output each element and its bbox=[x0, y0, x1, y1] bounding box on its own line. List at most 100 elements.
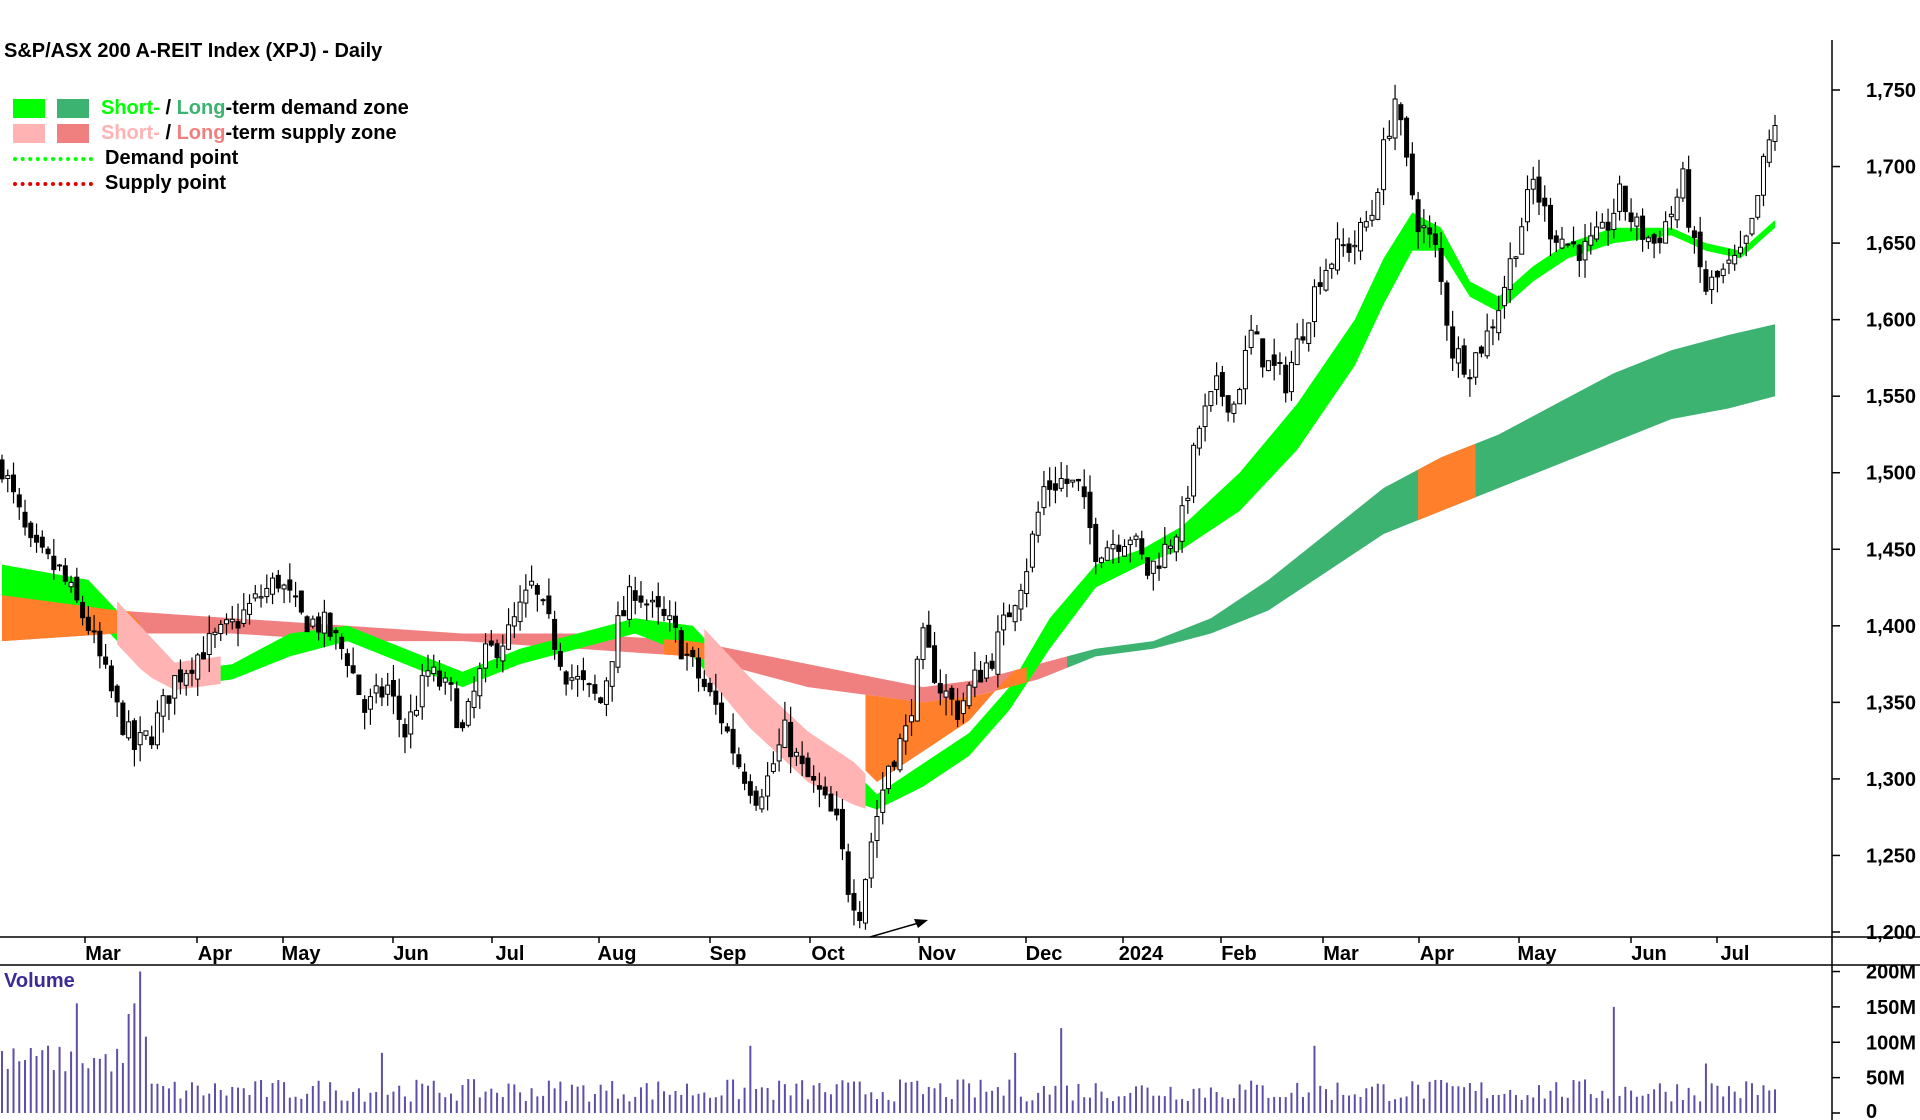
candle-body bbox=[252, 593, 258, 599]
candle-body bbox=[1691, 230, 1697, 238]
candle-body bbox=[367, 696, 373, 710]
candle-body bbox=[413, 709, 419, 716]
candle-body bbox=[166, 695, 172, 704]
candle-body bbox=[937, 683, 943, 694]
candle-body bbox=[1294, 338, 1300, 366]
candle-body bbox=[1283, 364, 1289, 394]
candle-body bbox=[1162, 543, 1168, 568]
candle-body bbox=[816, 785, 822, 790]
candle-body bbox=[1225, 395, 1231, 413]
candle-body bbox=[655, 595, 661, 608]
volume-label: Volume bbox=[4, 970, 75, 992]
y-tick-label: 1,300 bbox=[1866, 769, 1916, 791]
legend: Short- / Long -term demand zone Short- / … bbox=[13, 96, 409, 196]
candle-body bbox=[1052, 483, 1058, 491]
candle-body bbox=[1300, 336, 1306, 341]
candle-body bbox=[327, 612, 333, 637]
candle-body bbox=[1605, 221, 1611, 231]
candle-body bbox=[983, 662, 989, 679]
candle-body bbox=[344, 653, 350, 667]
candle-body bbox=[1041, 486, 1047, 509]
candle-body bbox=[1617, 183, 1623, 212]
candle-body bbox=[1657, 237, 1663, 244]
candle-body bbox=[62, 565, 68, 582]
long-demand-swatch bbox=[57, 99, 89, 118]
candle-body bbox=[909, 715, 915, 723]
candle-body bbox=[200, 652, 206, 660]
candle-body bbox=[436, 670, 442, 687]
y-tick-label: 1,400 bbox=[1866, 616, 1916, 638]
demand-point-swatch bbox=[13, 156, 93, 161]
candle-body bbox=[1168, 545, 1174, 549]
candle-body bbox=[1496, 310, 1502, 334]
candle-body bbox=[1358, 222, 1364, 252]
candle-body bbox=[546, 595, 552, 615]
legend-demand-zone: Short- / Long -term demand zone bbox=[13, 96, 409, 121]
candle-body bbox=[1415, 199, 1421, 233]
candle-body bbox=[793, 751, 799, 757]
x-tick-label: Apr bbox=[1420, 943, 1455, 965]
candle-body bbox=[770, 763, 776, 772]
candle-body bbox=[1237, 389, 1243, 405]
candle-body bbox=[592, 684, 598, 694]
candle-body bbox=[1006, 612, 1012, 618]
x-tick-label: Mar bbox=[85, 943, 121, 965]
candle-body bbox=[661, 608, 667, 616]
candle-body bbox=[1709, 276, 1715, 290]
y-tick-label: 1,650 bbox=[1866, 233, 1916, 255]
candle-body bbox=[1576, 244, 1582, 261]
candle-body bbox=[310, 618, 316, 627]
candle-body bbox=[1404, 117, 1410, 158]
candle-body bbox=[828, 793, 834, 812]
candle-body bbox=[1075, 478, 1081, 482]
candle-body bbox=[350, 665, 356, 674]
candle-body bbox=[1651, 234, 1657, 244]
candle-body bbox=[270, 577, 276, 595]
candle-body bbox=[1179, 505, 1185, 542]
candle-body bbox=[22, 511, 28, 528]
candle-body bbox=[673, 615, 679, 628]
candle-body bbox=[1081, 486, 1087, 498]
candle-body bbox=[1087, 491, 1093, 529]
candle-body bbox=[1110, 543, 1116, 550]
x-tick-label: Nov bbox=[918, 943, 957, 965]
candle-body bbox=[1242, 349, 1248, 390]
candle-body bbox=[1565, 243, 1571, 246]
candle-body bbox=[1035, 511, 1041, 536]
candle-body bbox=[684, 653, 690, 656]
candle-body bbox=[1173, 536, 1179, 553]
candle-body bbox=[540, 599, 546, 602]
candle-body bbox=[229, 618, 235, 623]
candle-body bbox=[534, 585, 540, 595]
candle-body bbox=[1720, 268, 1726, 277]
candle-body bbox=[782, 719, 788, 748]
candle-body bbox=[603, 680, 609, 705]
candle-body bbox=[753, 790, 759, 806]
candle-body bbox=[339, 636, 345, 650]
candle-body bbox=[137, 732, 143, 746]
y-tick-label: 1,550 bbox=[1866, 386, 1916, 408]
candle-body bbox=[1156, 565, 1162, 569]
candle-body bbox=[839, 808, 845, 850]
candle-body bbox=[1432, 233, 1438, 245]
candle-body bbox=[1248, 329, 1254, 348]
x-tick-label: Jun bbox=[393, 943, 429, 965]
candle-body bbox=[1018, 589, 1024, 610]
candle-body bbox=[97, 630, 103, 657]
candle-body bbox=[1352, 244, 1358, 248]
candle-body bbox=[281, 584, 287, 590]
candle-body bbox=[1369, 214, 1375, 221]
candle-body bbox=[408, 711, 414, 735]
supply-point-swatch bbox=[13, 181, 93, 186]
candle-body bbox=[569, 677, 575, 681]
candle-body bbox=[1001, 614, 1007, 631]
candle-body bbox=[1133, 535, 1139, 540]
candle-body bbox=[258, 596, 264, 599]
candle-body bbox=[920, 627, 926, 661]
y-tick-label: 1,600 bbox=[1866, 310, 1916, 332]
candle-body bbox=[68, 581, 74, 588]
candle-body bbox=[1588, 235, 1594, 246]
candle-body bbox=[690, 649, 696, 658]
candle-body bbox=[1611, 212, 1617, 230]
